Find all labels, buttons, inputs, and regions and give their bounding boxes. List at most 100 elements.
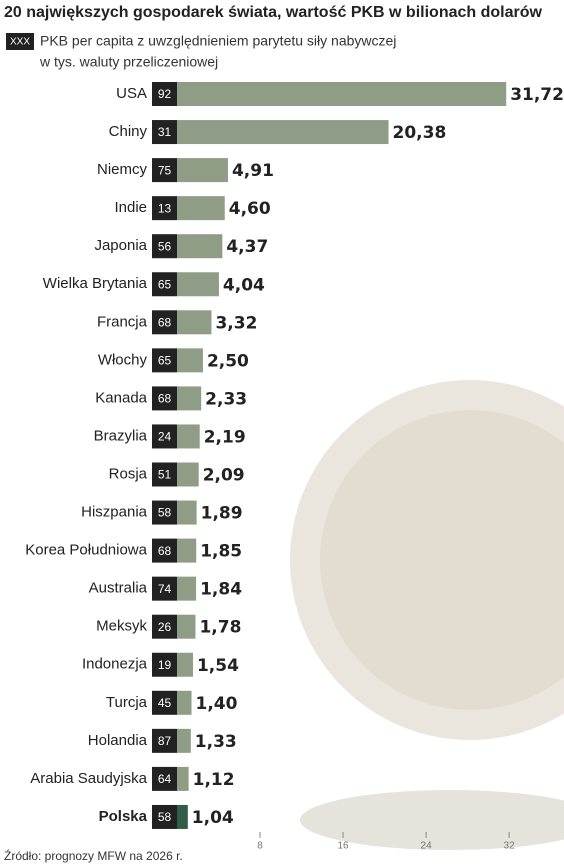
category-label: Meksyk <box>96 618 147 635</box>
value-label: 1,40 <box>196 694 238 714</box>
per-capita-label: 58 <box>158 810 172 824</box>
value-label: 3,32 <box>215 313 257 333</box>
per-capita-badge <box>152 158 177 183</box>
bar <box>177 728 191 753</box>
bar <box>177 766 189 791</box>
per-capita-badge <box>152 538 177 563</box>
value-label: 2,33 <box>205 389 247 409</box>
category-label: Włochy <box>98 351 148 368</box>
value-label: 1,84 <box>200 580 242 600</box>
category-label: Polska <box>99 808 148 825</box>
per-capita-label: 19 <box>158 658 172 672</box>
per-capita-label: 68 <box>158 315 172 329</box>
bar <box>177 196 225 221</box>
category-label: Wielka Brytania <box>43 275 148 292</box>
value-label: 4,91 <box>232 161 274 181</box>
bar <box>177 120 389 145</box>
per-capita-badge <box>152 728 177 753</box>
bar <box>177 500 197 525</box>
bar <box>177 158 228 183</box>
category-label: Korea Południowa <box>25 542 147 559</box>
per-capita-badge <box>152 82 177 106</box>
bar <box>177 614 196 639</box>
category-label: Rosja <box>109 465 148 482</box>
bar <box>177 348 203 373</box>
per-capita-label: 92 <box>158 87 172 101</box>
globe-decoration <box>320 410 564 710</box>
per-capita-label: 51 <box>158 468 172 482</box>
bar <box>177 652 193 677</box>
value-label: 1,54 <box>197 656 239 676</box>
category-label: Holandia <box>88 732 148 749</box>
category-label: USA <box>116 85 147 102</box>
value-label: 4,04 <box>223 275 265 295</box>
chart-title: 20 największych gospodarek świata, warto… <box>4 4 542 21</box>
category-label: Indonezja <box>82 656 148 673</box>
per-capita-badge <box>152 690 177 715</box>
category-label: Arabia Saudyjska <box>30 770 147 787</box>
category-label: Turcja <box>106 694 148 711</box>
per-capita-badge <box>152 272 177 297</box>
category-label: Brazylia <box>94 427 148 444</box>
x-tick-label: 8 <box>257 841 263 852</box>
coins-decoration <box>300 790 564 850</box>
value-label: 1,85 <box>200 542 242 562</box>
category-label: Hiszpania <box>81 504 148 521</box>
category-label: Australia <box>89 580 148 597</box>
per-capita-label: 26 <box>158 620 172 634</box>
per-capita-badge <box>152 500 177 525</box>
per-capita-label: 65 <box>158 277 172 291</box>
bar <box>177 804 188 829</box>
per-capita-label: 68 <box>158 392 172 406</box>
value-label: 1,33 <box>195 732 237 752</box>
per-capita-label: 65 <box>158 354 172 368</box>
bar <box>177 690 192 715</box>
category-label: Kanada <box>95 389 147 406</box>
category-label: Niemcy <box>97 161 148 178</box>
category-label: Japonia <box>94 237 147 254</box>
per-capita-label: 56 <box>158 239 172 253</box>
per-capita-badge <box>152 120 177 145</box>
bar <box>177 538 197 563</box>
bar <box>177 272 219 297</box>
per-capita-badge <box>152 804 177 829</box>
category-label: Chiny <box>109 123 148 140</box>
legend-text: w tys. waluty przeliczeniowej <box>39 54 218 70</box>
bar <box>177 82 507 106</box>
bar <box>177 310 212 335</box>
per-capita-label: 87 <box>158 734 172 748</box>
per-capita-label: 74 <box>158 582 172 596</box>
value-label: 2,50 <box>207 351 249 371</box>
source: Źródło: prognozy MFW na 2026 r. <box>4 848 183 863</box>
value-label: 2,09 <box>203 466 245 486</box>
value-label: 31,72 <box>510 85 564 105</box>
per-capita-badge <box>152 424 177 449</box>
value-label: 4,37 <box>226 237 268 257</box>
per-capita-label: 58 <box>158 506 172 520</box>
legend-badge-text: XXX <box>10 37 30 48</box>
category-label: Indie <box>114 199 147 216</box>
bar <box>177 462 199 487</box>
per-capita-badge <box>152 234 177 259</box>
category-label: Francja <box>97 313 148 330</box>
per-capita-label: 31 <box>158 125 172 139</box>
per-capita-badge <box>152 614 177 639</box>
value-label: 2,19 <box>204 427 246 447</box>
per-capita-badge <box>152 462 177 487</box>
value-label: 1,89 <box>201 504 243 524</box>
per-capita-badge <box>152 310 177 335</box>
per-capita-badge <box>152 576 177 601</box>
per-capita-label: 75 <box>158 163 172 177</box>
bar <box>177 424 200 449</box>
per-capita-label: 24 <box>158 430 172 444</box>
bar <box>177 576 197 601</box>
value-label: 1,78 <box>199 618 241 638</box>
per-capita-label: 13 <box>158 201 172 215</box>
per-capita-badge <box>152 766 177 791</box>
value-label: 4,60 <box>229 199 271 219</box>
value-label: 20,38 <box>393 123 447 143</box>
legend-badge <box>6 33 34 50</box>
per-capita-label: 64 <box>158 772 172 786</box>
per-capita-label: 68 <box>158 544 172 558</box>
